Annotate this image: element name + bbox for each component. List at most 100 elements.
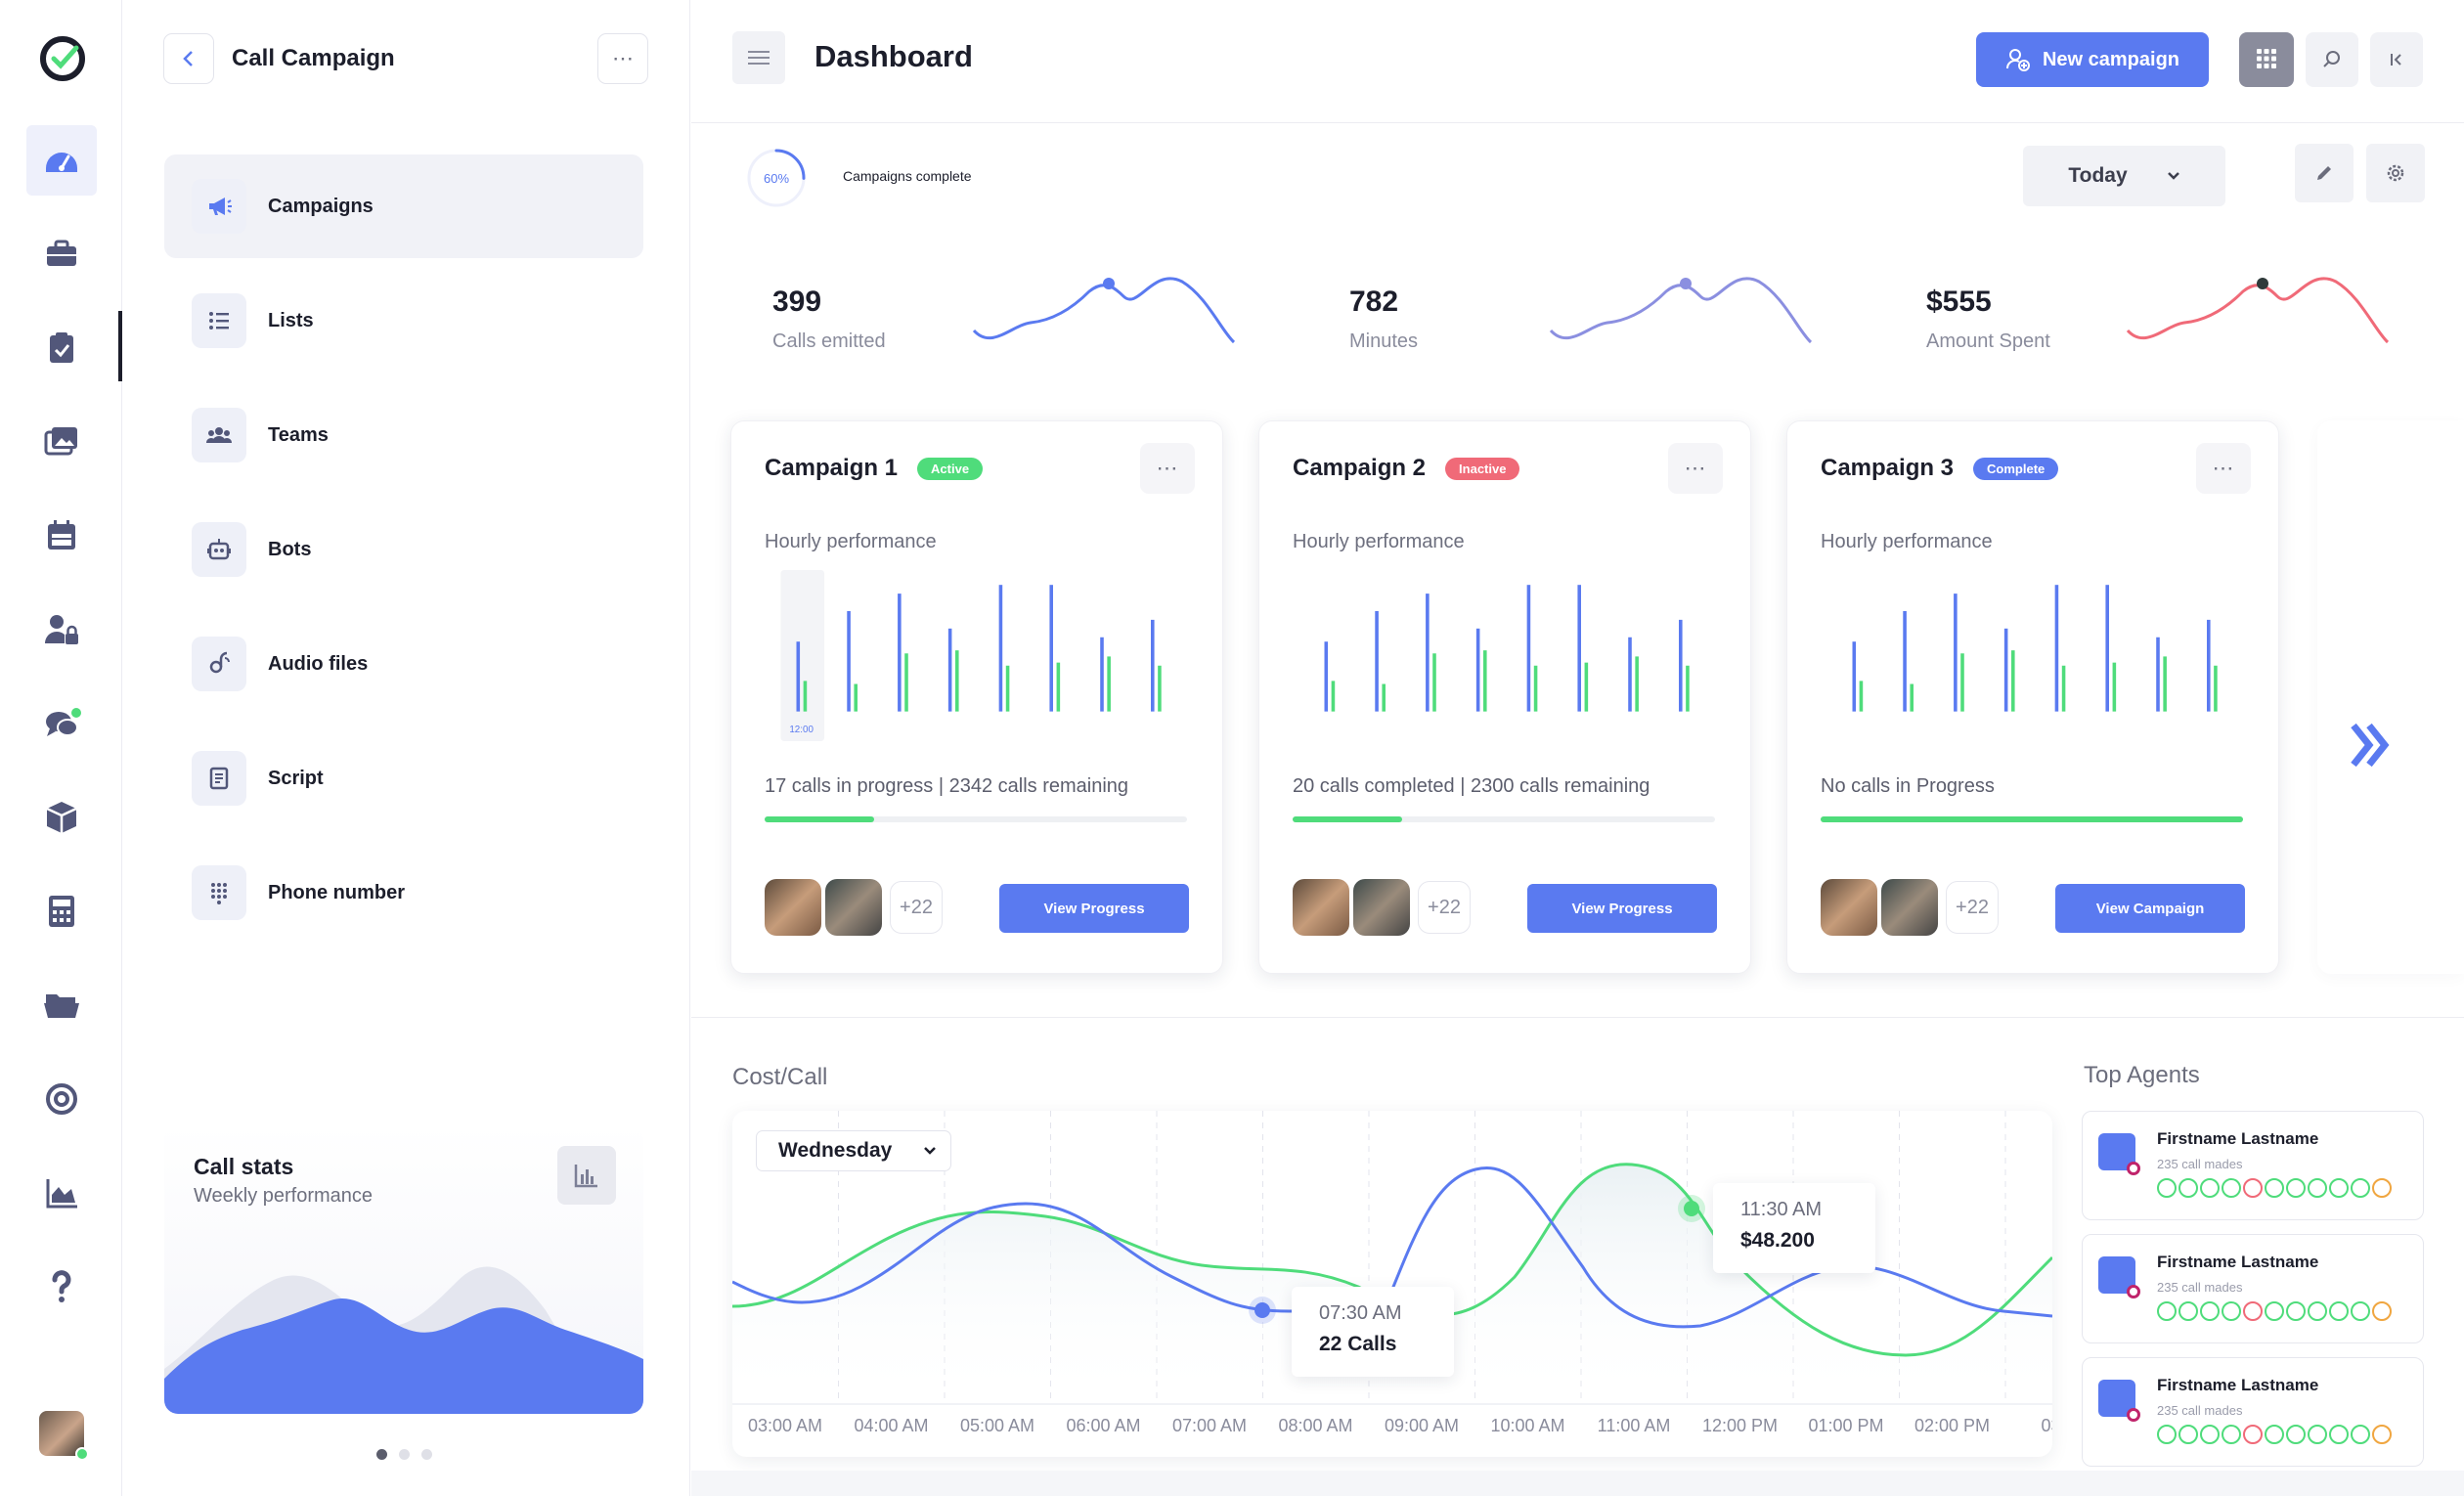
back-button[interactable] xyxy=(163,33,214,84)
rating-ring xyxy=(2372,1425,2392,1444)
agent-calls: 235 call mades xyxy=(2157,1157,2243,1171)
chat-icon[interactable] xyxy=(26,688,97,759)
call-stats-title: Call stats xyxy=(194,1154,294,1179)
dashboard-icon[interactable] xyxy=(26,125,97,196)
agent-card[interactable]: Firstname Lastname 235 call mades xyxy=(2082,1357,2424,1467)
folder-open-icon[interactable] xyxy=(26,970,97,1040)
chevron-down-icon xyxy=(924,1147,936,1155)
sidebar-item-phone-number[interactable]: Phone number xyxy=(164,841,643,945)
agent-name: Firstname Lastname xyxy=(2157,1376,2319,1394)
rating-ring xyxy=(2243,1425,2263,1444)
blue-bar xyxy=(898,594,902,712)
more-members-badge[interactable]: +22 xyxy=(890,881,943,934)
campaign-title: Campaign 3 Complete xyxy=(1821,455,2059,482)
campaign-status-text: 17 calls in progress | 2342 calls remain… xyxy=(765,775,1129,797)
rating-ring xyxy=(2308,1301,2327,1321)
x-tick-label: 06:00 AM xyxy=(1066,1416,1140,1435)
more-members-badge[interactable]: +22 xyxy=(1418,881,1471,934)
green-bar xyxy=(1635,656,1639,712)
agent-card[interactable]: Firstname Lastname 235 call mades xyxy=(2082,1234,2424,1343)
avatar[interactable] xyxy=(1293,879,1349,936)
edit-button[interactable] xyxy=(2295,144,2354,202)
sidebar-item-script[interactable]: Script xyxy=(164,726,643,830)
search-button[interactable] xyxy=(2306,32,2358,87)
carousel-dot[interactable] xyxy=(399,1449,410,1460)
blue-bar xyxy=(1375,610,1379,712)
area-chart-icon[interactable] xyxy=(26,1158,97,1228)
sidebar-item-bots[interactable]: Bots xyxy=(164,498,643,601)
next-campaigns-button[interactable] xyxy=(2348,720,2398,770)
x-tick-label: 10:00 AM xyxy=(1490,1416,1564,1435)
target-icon[interactable] xyxy=(26,1064,97,1134)
campaign-more-button[interactable]: ⋯ xyxy=(1140,443,1195,494)
campaign-more-button[interactable]: ⋯ xyxy=(2196,443,2251,494)
rating-ring xyxy=(2157,1301,2177,1321)
cost-line xyxy=(732,1166,2052,1329)
user-avatar[interactable] xyxy=(39,1411,89,1461)
rating-ring xyxy=(2178,1178,2198,1198)
box-icon[interactable] xyxy=(26,782,97,853)
blue-bar xyxy=(1577,585,1581,712)
sidebar-item-lists[interactable]: Lists xyxy=(164,269,643,373)
sidebar-item-teams[interactable]: Teams xyxy=(164,383,643,487)
calls-point[interactable] xyxy=(1254,1302,1270,1318)
green-bar xyxy=(955,650,959,712)
hamburger-button[interactable] xyxy=(732,31,785,84)
view-progress-button[interactable]: View Campaign xyxy=(2055,884,2245,933)
green-bar xyxy=(1960,653,1964,712)
green-area xyxy=(732,1164,2052,1404)
audio-icon xyxy=(192,637,246,691)
avatar[interactable] xyxy=(1353,879,1410,936)
rating-ring xyxy=(2286,1425,2306,1444)
avatar[interactable] xyxy=(825,879,882,936)
app-logo-icon[interactable] xyxy=(39,35,86,82)
campaign-more-button[interactable]: ⋯ xyxy=(1668,443,1723,494)
sidebar-more-button[interactable]: ⋯ xyxy=(597,33,648,84)
help-icon[interactable] xyxy=(26,1252,97,1322)
agent-name: Firstname Lastname xyxy=(2157,1253,2319,1271)
agent-card[interactable]: Firstname Lastname 235 call mades xyxy=(2082,1111,2424,1220)
avatar[interactable] xyxy=(765,879,821,936)
rating-ring xyxy=(2329,1301,2349,1321)
period-dropdown[interactable]: Today xyxy=(2023,146,2225,206)
rating-ring xyxy=(2308,1178,2327,1198)
status-badge: Inactive xyxy=(1445,457,1520,480)
collapse-button[interactable] xyxy=(2370,32,2423,87)
call-stats-chart-button[interactable] xyxy=(557,1146,616,1205)
user-lock-icon[interactable] xyxy=(26,594,97,665)
cost-point[interactable] xyxy=(1684,1201,1699,1216)
view-progress-button[interactable]: View Progress xyxy=(999,884,1189,933)
page-title: Dashboard xyxy=(814,39,973,73)
green-bar xyxy=(2163,656,2167,712)
sidebar-item-audio-files[interactable]: Audio files xyxy=(164,612,643,716)
x-tick-label: 04:00 AM xyxy=(854,1416,928,1435)
bot-icon xyxy=(192,522,246,577)
top-agents-title: Top Agents xyxy=(2084,1062,2200,1088)
carousel-dot-active[interactable] xyxy=(376,1449,387,1460)
x-tick-label: 05:00 AM xyxy=(960,1416,1034,1435)
view-progress-button[interactable]: View Progress xyxy=(1527,884,1717,933)
sidebar-item-campaigns[interactable]: Campaigns xyxy=(164,154,643,258)
collapse-left-icon xyxy=(2391,54,2401,66)
carousel-dot[interactable] xyxy=(421,1449,432,1460)
avatar[interactable] xyxy=(1881,879,1938,936)
new-campaign-button[interactable]: New campaign xyxy=(1976,32,2209,87)
day-dropdown[interactable]: Wednesday xyxy=(756,1130,951,1171)
gallery-icon[interactable] xyxy=(26,407,97,477)
blue-bar xyxy=(796,641,801,712)
keypad-button[interactable] xyxy=(2239,32,2294,87)
calculator-icon[interactable] xyxy=(26,876,97,946)
sidebar-title: Call Campaign xyxy=(232,45,395,71)
avatar[interactable] xyxy=(1821,879,1877,936)
briefcase-icon[interactable] xyxy=(26,219,97,289)
rating-ring xyxy=(2286,1178,2306,1198)
clipboard-check-icon[interactable] xyxy=(26,313,97,383)
rating-ring xyxy=(2222,1425,2241,1444)
metric-label: Minutes xyxy=(1349,330,1419,352)
settings-button[interactable] xyxy=(2366,144,2425,202)
more-members-badge[interactable]: +22 xyxy=(1946,881,1999,934)
campaign-name: Campaign 2 xyxy=(1293,455,1427,481)
pencil-icon xyxy=(2317,166,2331,180)
rating-ring xyxy=(2372,1178,2392,1198)
calendar-icon[interactable] xyxy=(26,501,97,571)
